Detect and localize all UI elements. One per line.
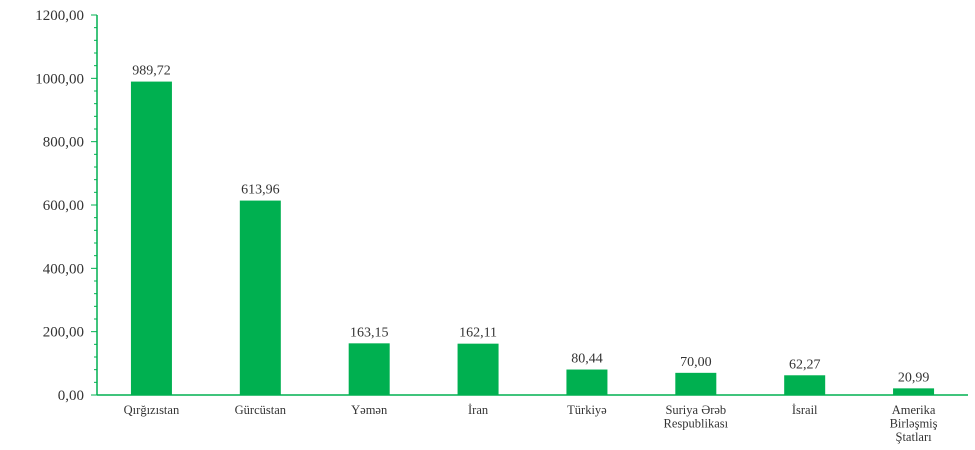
bar [893, 388, 935, 395]
y-tick-label: 400,00 [43, 261, 84, 277]
x-tick-label: İran [468, 403, 489, 417]
data-label: 62,27 [789, 357, 821, 372]
bar [457, 343, 499, 395]
x-tick-label: İsrail [792, 403, 818, 417]
x-tick-label: Yəmən [351, 403, 388, 417]
y-tick-label: 1000,00 [35, 71, 84, 87]
bars [130, 81, 935, 395]
x-tick-label: Türkiyə [567, 403, 607, 417]
y-axis: 0,00 200,00 400,00 600,00 800,00 1000,00 1200,… [35, 8, 98, 404]
y-tick-label: 0,00 [58, 388, 84, 404]
x-tick-label: Amerika Birləşmiş Ştatları [890, 403, 938, 444]
bar [784, 375, 826, 395]
data-label: 162,11 [459, 326, 497, 341]
y-tick-label: 1200,00 [35, 8, 84, 24]
data-label: 989,72 [132, 64, 171, 79]
data-labels: 989,72 613,96 163,15 162,11 80,44 70,00 62,27 2… [132, 64, 929, 386]
x-axis: Qırğızıstan Gürcüstan Yəmən İran Türkiyə Suri… [97, 394, 968, 444]
bar [566, 369, 608, 395]
data-label: 70,00 [680, 355, 712, 370]
bar [675, 372, 717, 395]
data-label: 163,15 [350, 325, 389, 340]
x-tick-label: Gürcüstan [235, 403, 287, 417]
y-tick-label: 800,00 [43, 135, 84, 151]
y-tick-label: 600,00 [43, 198, 84, 214]
bar [348, 343, 390, 395]
data-label: 613,96 [241, 183, 280, 198]
x-tick-label: Suriya Ərəb Respublikası [664, 403, 729, 431]
data-label: 20,99 [898, 370, 930, 385]
y-tick-label: 200,00 [43, 325, 84, 341]
bar [130, 81, 172, 395]
x-tick-label: Qırğızıstan [124, 403, 180, 417]
bar [239, 200, 281, 395]
data-label: 80,44 [571, 352, 603, 367]
